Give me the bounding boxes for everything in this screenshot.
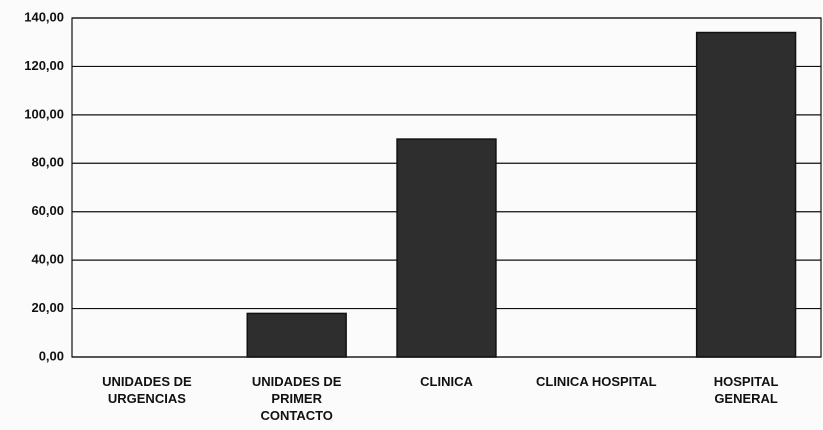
x-tick-label: CLINICA HOSPITAL [535,374,657,389]
y-tick-label: 140,00 [24,9,64,24]
x-tick-label: UNIDADES DE PRIMER CONTACTO [251,374,342,423]
x-tick-label: UNIDADES DE URGENCIAS [102,374,192,406]
x-tick-label: CLINICA [420,374,473,389]
y-tick-label: 40,00 [31,252,64,267]
y-tick-label: 100,00 [24,106,64,121]
y-tick-label: 120,00 [24,58,64,73]
y-tick-label: 60,00 [31,203,64,218]
bar [246,312,347,358]
bar [695,31,797,358]
x-tick-label: HOSPITAL GENERAL [713,374,779,406]
bar [396,138,497,358]
y-tick-label: 20,00 [31,300,64,315]
y-tick-label: 0,00 [39,348,64,363]
y-tick-label: 80,00 [31,155,64,170]
